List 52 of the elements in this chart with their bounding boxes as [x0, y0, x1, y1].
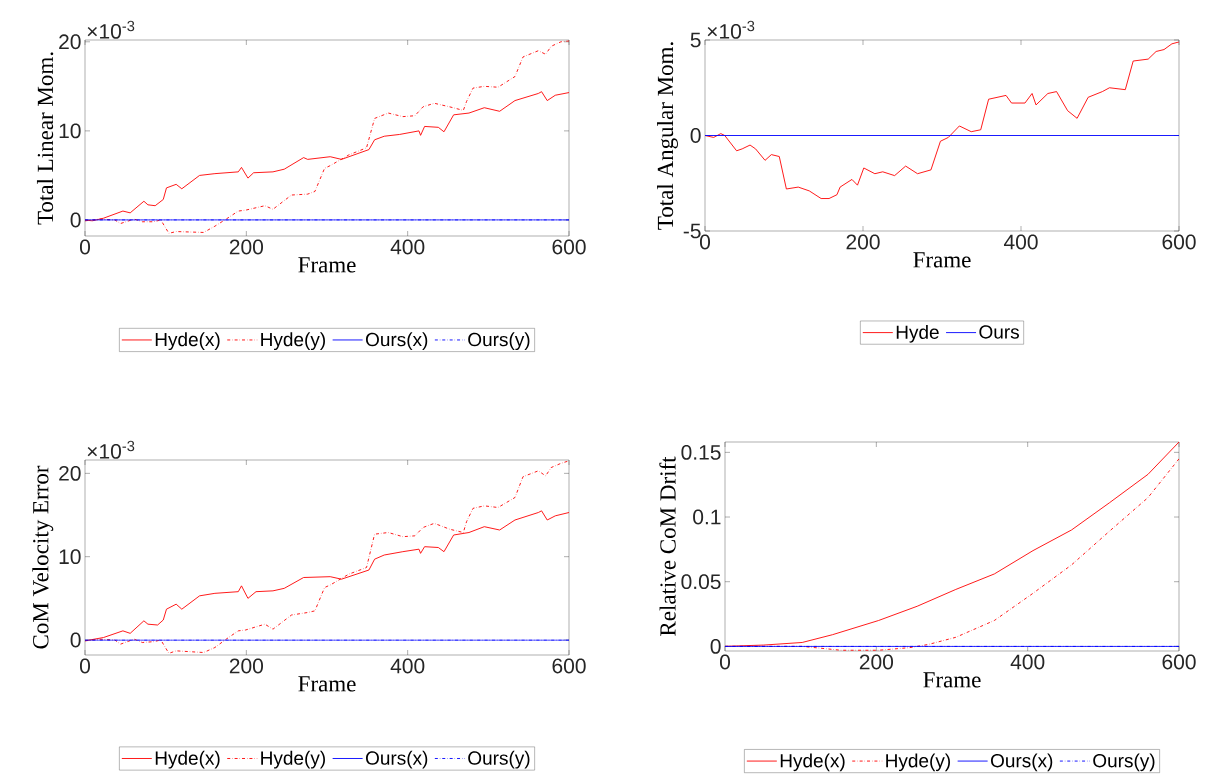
y-tick-label: 0: [690, 128, 701, 143]
y-tick-label: 0: [710, 638, 721, 654]
legend-label: Ours(x): [365, 750, 428, 769]
x-tick-label: 400: [390, 239, 425, 255]
text: ×10$^{-3}$: [87, 20, 135, 39]
y-axis-title: Total Angular Mom.: [657, 42, 678, 230]
x-tick-label: 200: [846, 234, 880, 250]
y-tick-label: 0: [70, 212, 81, 228]
legend-label: Ours(y): [1093, 753, 1155, 772]
x-tick-label: 600: [1162, 234, 1196, 250]
legend-label: Ours: [979, 325, 1019, 339]
y-axis-title: Total Linear Mom.: [36, 52, 54, 225]
x-tick-label: 200: [229, 658, 264, 674]
legend-label: Hyde(y): [261, 332, 325, 351]
y-axis-title: CoM Velocity Error: [32, 465, 54, 649]
line-series: [705, 41, 1180, 199]
x-tick-label: 200: [229, 239, 264, 255]
y-tick-label: 0.05: [681, 574, 721, 590]
x-tick-label: 400: [1010, 654, 1045, 670]
x-axis-title: Frame: [298, 676, 356, 692]
legend-label: Ours(x): [990, 753, 1053, 772]
text: ×10$^{-3}$: [707, 20, 755, 39]
x-axis-title: Frame: [913, 252, 971, 268]
x-tick-label: 600: [552, 239, 586, 255]
x-tick-label: 200: [859, 654, 894, 670]
x-axis-title: Frame: [298, 257, 356, 273]
legend-label: Ours(y): [468, 750, 530, 769]
y-tick-label: 20: [59, 34, 81, 50]
legend-label: Hyde(y): [261, 750, 325, 769]
y-tick-label: 0: [70, 632, 81, 648]
y-tick-label: -5: [683, 223, 701, 239]
x-tick-label: 600: [552, 658, 586, 674]
x-tick-label: 0: [719, 654, 731, 670]
x-tick-label: 400: [390, 658, 425, 674]
legend-label: Hyde: [896, 324, 939, 343]
x-axis-title: Frame: [923, 672, 981, 688]
y-tick-label: 5: [690, 32, 701, 48]
legend-label: Hyde(x): [155, 750, 220, 769]
y-tick-label: 10: [59, 123, 81, 139]
legend-label: Hyde(y): [886, 753, 950, 772]
text: ×10$^{-3}$: [87, 440, 135, 459]
y-tick-label: 20: [59, 465, 81, 481]
legend-label: Hyde(x): [155, 332, 220, 351]
legend-label: Ours(x): [365, 332, 428, 351]
y-tick-label: 10: [59, 549, 81, 565]
x-tick-label: 600: [1162, 654, 1196, 670]
legend-label: Hyde(x): [780, 753, 845, 772]
x-tick-label: 400: [1003, 234, 1038, 250]
y-tick-label: 0.15: [681, 444, 721, 460]
y-tick-label: 0.1: [693, 509, 721, 525]
legend-label: Ours(y): [468, 332, 530, 351]
y-axis-title: Relative CoM Drift: [659, 456, 676, 636]
